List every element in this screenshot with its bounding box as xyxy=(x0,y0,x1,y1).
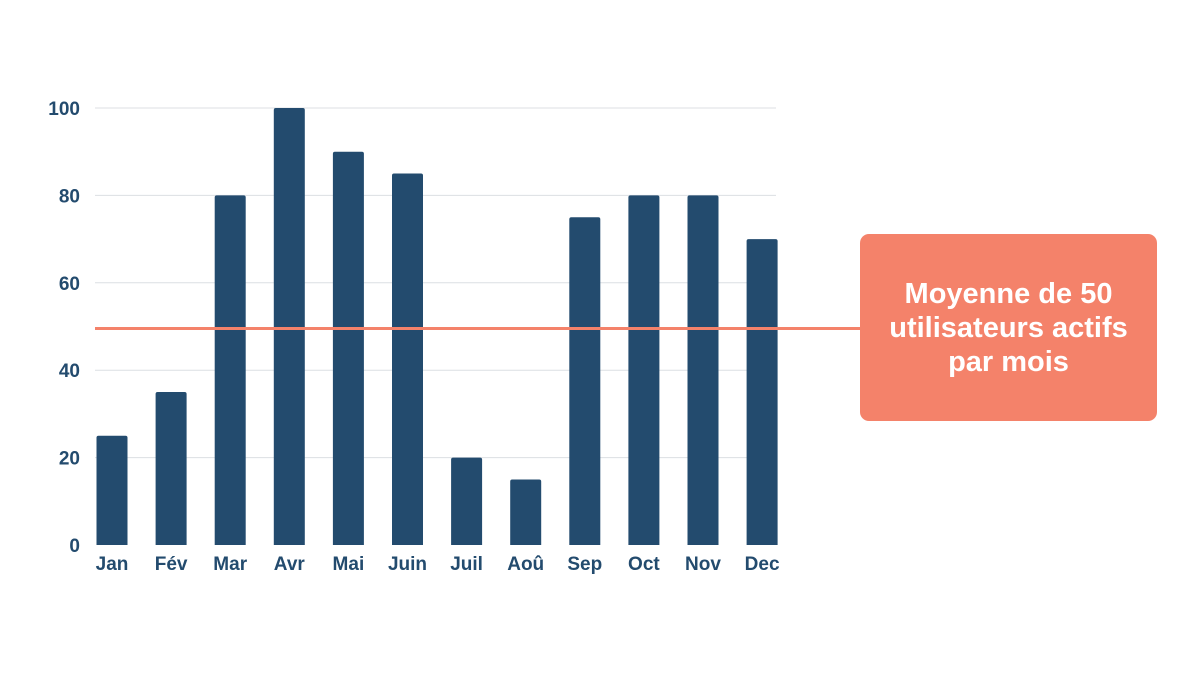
x-axis-ticks: Jan Fév Mar Avr Mai Juin Juil Aoû Sep Oct Nov Dec xyxy=(96,554,780,575)
y-tick-label: 40 xyxy=(59,361,80,382)
x-tick-label: Juin xyxy=(388,554,427,575)
bars xyxy=(96,108,778,546)
x-tick-label: Oct xyxy=(628,554,660,575)
x-tick-label: Fév xyxy=(155,554,188,575)
bar xyxy=(451,457,483,545)
bar xyxy=(628,195,660,545)
y-tick-label: 20 xyxy=(59,449,80,470)
y-axis-ticks: 0 20 40 60 80 100 xyxy=(48,99,80,557)
y-tick-label: 100 xyxy=(48,99,80,120)
bar xyxy=(273,108,305,545)
x-tick-label: Sep xyxy=(567,554,602,575)
bar xyxy=(510,479,542,545)
bar xyxy=(96,435,128,545)
y-tick-label: 0 xyxy=(69,536,80,557)
x-tick-label: Nov xyxy=(685,554,721,575)
gridlines xyxy=(95,107,776,459)
x-tick-label: Jan xyxy=(96,554,129,575)
bar xyxy=(214,195,246,545)
x-tick-label: Mar xyxy=(213,554,247,575)
bar xyxy=(687,195,719,545)
bar xyxy=(746,239,778,545)
bar xyxy=(569,217,601,545)
y-tick-label: 60 xyxy=(59,274,80,295)
bar xyxy=(155,392,187,545)
average-callout-text: Moyenne de 50 utilisateurs actifs par mo… xyxy=(889,277,1128,378)
bar xyxy=(392,173,423,546)
x-tick-label: Juil xyxy=(450,554,483,575)
x-tick-label: Aoû xyxy=(507,554,544,575)
x-tick-label: Mai xyxy=(333,554,365,575)
y-tick-label: 80 xyxy=(59,186,80,207)
bar xyxy=(332,151,364,545)
x-tick-label: Avr xyxy=(274,554,306,575)
x-tick-label: Dec xyxy=(745,554,780,575)
average-callout: Moyenne de 50 utilisateurs actifs par mo… xyxy=(860,234,1157,421)
